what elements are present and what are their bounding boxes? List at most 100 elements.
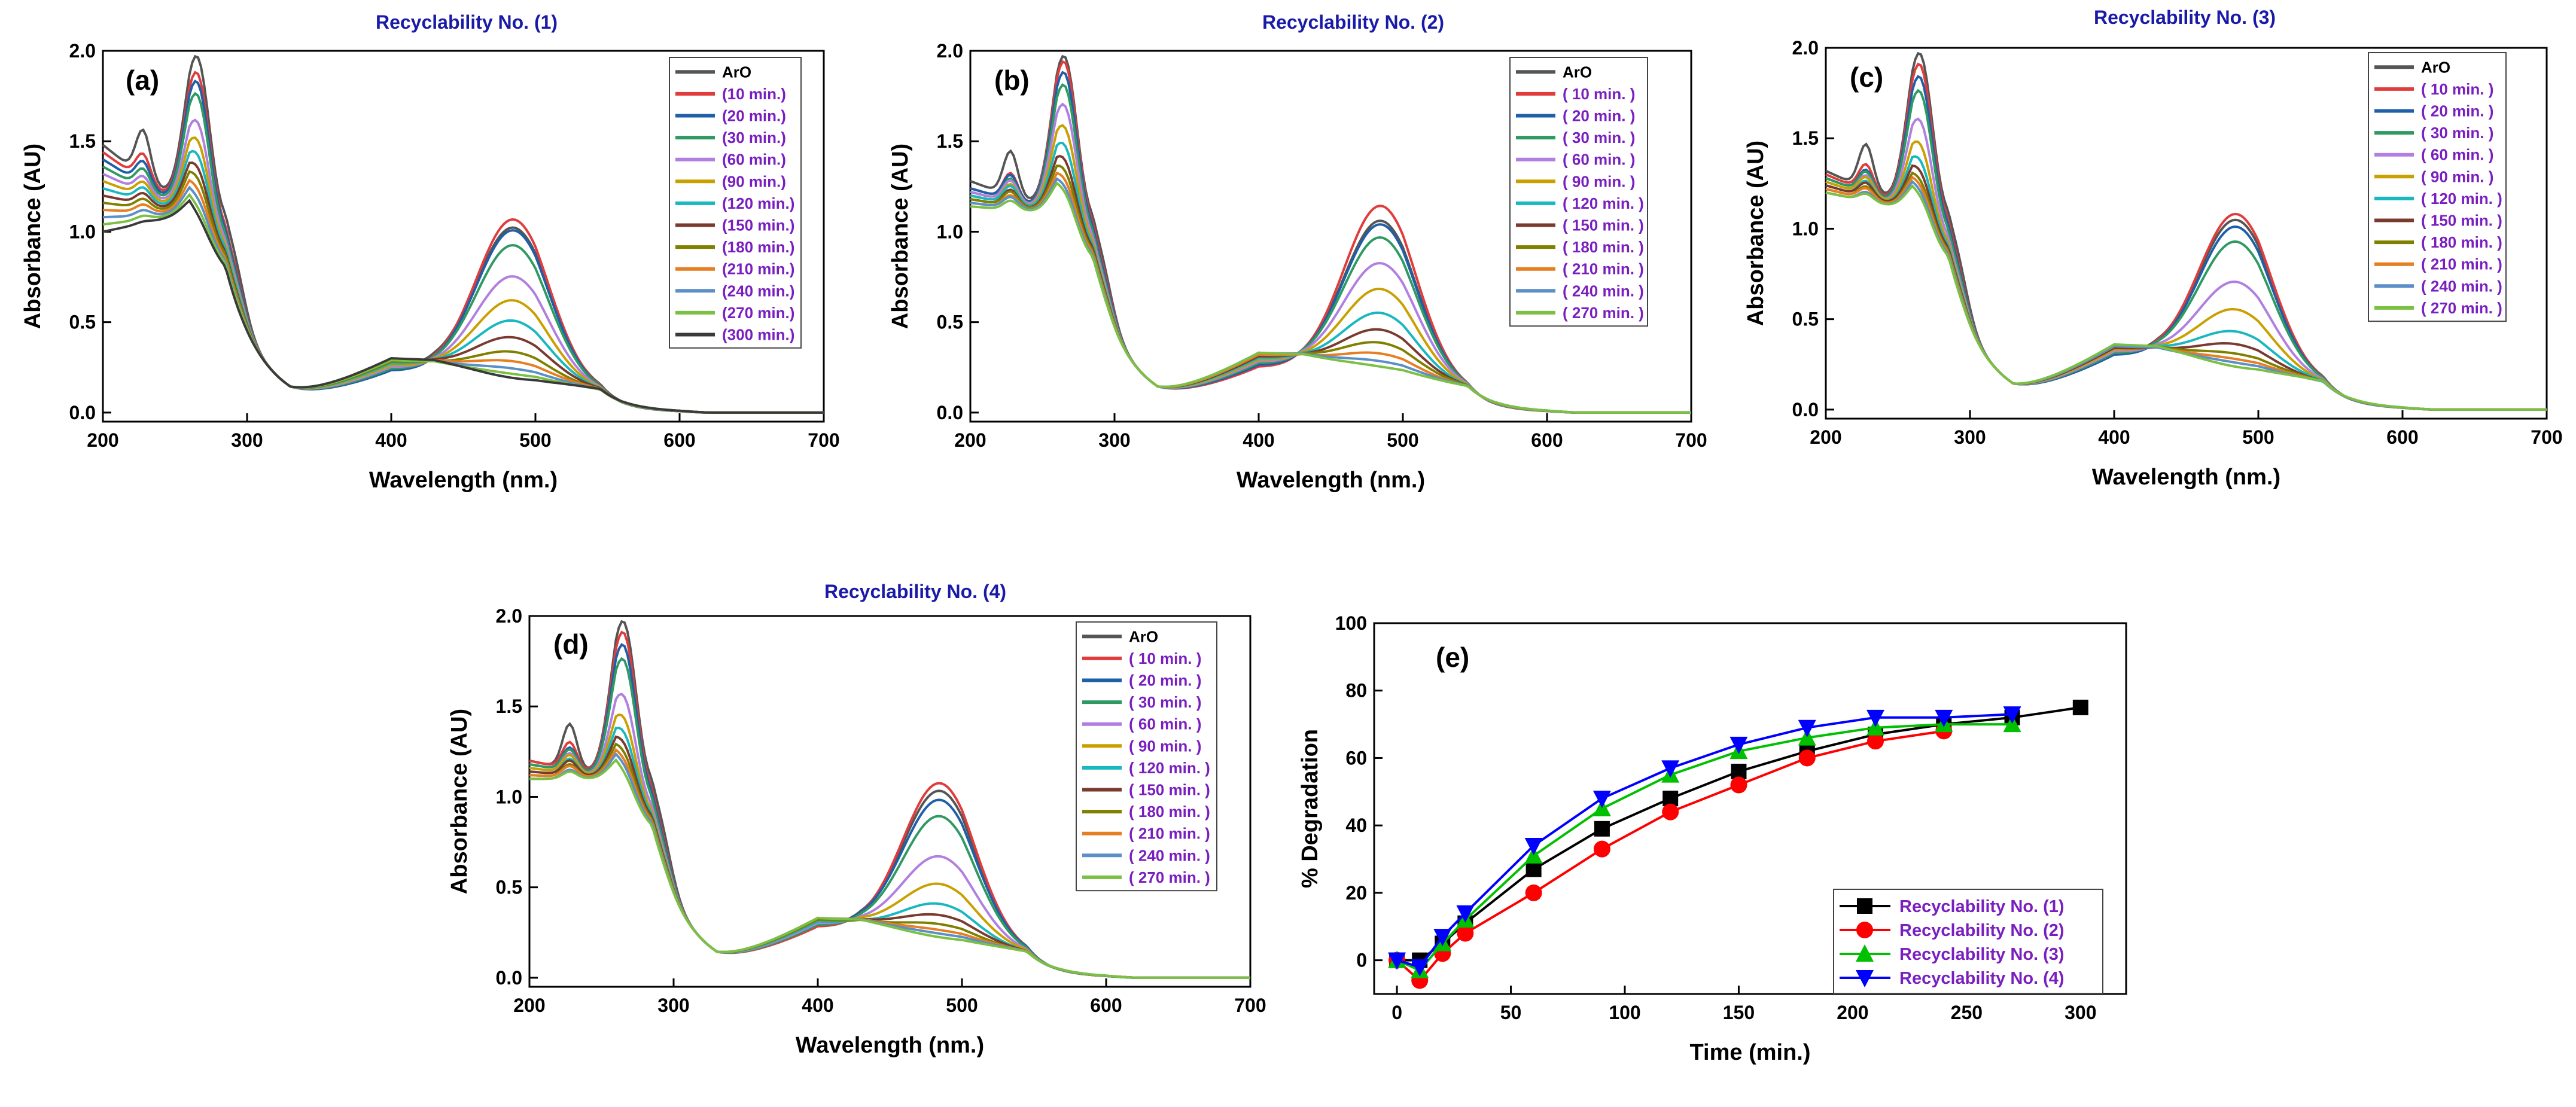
legend: ArO (10 min.) (20 min.) (30 min.) (60 min.) (… xyxy=(669,57,802,349)
y-tick-label: 20 xyxy=(1345,882,1367,904)
legend-label: (60 min.) xyxy=(722,151,786,169)
legend-box xyxy=(2368,52,2507,322)
plot-frame xyxy=(1373,622,2127,995)
y-tick-label: 0.5 xyxy=(496,877,522,898)
legend-label: ( 10 min. ) xyxy=(1129,649,1201,667)
panel-label: (a) xyxy=(126,65,159,96)
legend-label: ( 120 min. ) xyxy=(1129,759,1210,777)
legend-label: ( 180 min. ) xyxy=(1129,803,1210,821)
legend-label: ( 210 min. ) xyxy=(2421,255,2502,273)
y-tick-label: 0.0 xyxy=(1792,399,1819,420)
x-tick-label: 300 xyxy=(231,429,263,451)
legend: Recyclability No. (1) Recyclability No. (… xyxy=(1833,889,2103,994)
y-tick-label: 0 xyxy=(1356,950,1367,971)
y-tick-label: 0.5 xyxy=(937,312,963,333)
legend-label: ( 120 min. ) xyxy=(2421,190,2502,208)
legend-label: (20 min.) xyxy=(722,107,786,125)
data-point xyxy=(1524,838,1543,855)
legend-label: ( 150 min. ) xyxy=(1129,781,1210,799)
y-tick-label: 1.5 xyxy=(937,130,963,152)
legend-label: ( 10 min. ) xyxy=(2421,80,2493,98)
series-line xyxy=(970,181,1691,414)
panel-label: (c) xyxy=(1850,62,1883,93)
legend-label: ( 30 min. ) xyxy=(1129,693,1201,711)
y-tick-label: 1.0 xyxy=(937,221,963,242)
legend: ArO ( 10 min. ) ( 20 min. ) ( 30 min. ) ( 60… xyxy=(1509,57,1648,327)
y-tick-label: 2.0 xyxy=(496,605,522,627)
chart-panel-2: 200 300 400 500 600 700 0.0 0.5 1.0 1.5 2.0 Wavelen… xyxy=(888,11,1707,493)
legend-label: ( 240 min. ) xyxy=(1563,282,1644,300)
y-tick-label: 40 xyxy=(1345,815,1367,836)
y-tick-label: 2.0 xyxy=(937,40,963,62)
y-tick-label: 2.0 xyxy=(1792,37,1819,59)
x-axis-label: Wavelength (nm.) xyxy=(2092,465,2280,490)
legend-label: (240 min.) xyxy=(722,282,794,300)
legend-label: ArO xyxy=(1129,627,1158,645)
chart-panel-1: 200 300 400 500 600 700 0.0 0.5 1.0 1.5 2.0 Wavelen… xyxy=(20,11,840,493)
x-tick-label: 150 xyxy=(1723,1002,1755,1023)
legend-label: ( 210 min. ) xyxy=(1129,825,1210,843)
legend-label: ( 240 min. ) xyxy=(1129,846,1210,864)
legend-label: ( 150 min. ) xyxy=(1563,216,1644,234)
x-tick-label: 600 xyxy=(1531,429,1563,451)
x-tick-label: 250 xyxy=(1951,1002,1983,1023)
legend-label: ( 10 min. ) xyxy=(1563,85,1635,103)
data-point xyxy=(1730,776,1747,794)
legend-label: ( 60 min. ) xyxy=(1563,151,1635,169)
data-point xyxy=(1388,952,1406,970)
y-tick-label: 60 xyxy=(1345,747,1367,769)
chart-title: Recyclability No. (3) xyxy=(2094,7,2276,28)
legend: ArO ( 10 min. ) ( 20 min. ) ( 30 min. ) ( 60… xyxy=(1076,621,1217,892)
x-tick-label: 200 xyxy=(954,429,986,451)
x-tick-label: 200 xyxy=(1837,1002,1868,1023)
legend-label: ( 20 min. ) xyxy=(1563,107,1635,125)
legend-label: ( 30 min. ) xyxy=(1563,129,1635,147)
legend-label: (210 min.) xyxy=(722,260,794,278)
plot-frame xyxy=(102,50,825,423)
panel-label: (b) xyxy=(994,65,1030,96)
legend-label: ( 270 min. ) xyxy=(1129,868,1210,886)
y-tick-label: 0.0 xyxy=(496,967,522,989)
legend-box xyxy=(1509,57,1648,327)
legend-label: (120 min.) xyxy=(722,194,794,212)
legend-label: Recyclability No. (2) xyxy=(1899,921,2065,940)
legend-label: ( 180 min. ) xyxy=(1563,238,1644,256)
chart-title: Recyclability No. (2) xyxy=(1262,11,1444,33)
y-tick-label: 1.0 xyxy=(496,786,522,807)
data-point xyxy=(1411,959,1429,977)
data-point xyxy=(1856,970,1874,987)
chart-title: Recyclability No. (4) xyxy=(824,581,1006,602)
x-tick-label: 500 xyxy=(2242,426,2274,448)
legend-box xyxy=(1076,621,1217,892)
x-tick-label: 700 xyxy=(2531,426,2562,448)
x-tick-label: 500 xyxy=(946,995,978,1016)
legend-label: ( 90 min. ) xyxy=(2421,167,2493,185)
legend-label: (30 min.) xyxy=(722,129,786,147)
x-axis-label: Time (min.) xyxy=(1690,1040,1811,1065)
chart-panel-4: 200 300 400 500 600 700 0.0 0.5 1.0 1.5 2.0 Wavelen… xyxy=(447,581,1266,1058)
y-axis-label: Absorbance (AU) xyxy=(20,144,45,329)
legend-label: ( 20 min. ) xyxy=(1129,672,1201,690)
data-point xyxy=(1661,760,1680,778)
x-tick-label: 600 xyxy=(1090,995,1122,1016)
y-tick-label: 80 xyxy=(1345,680,1367,702)
x-tick-label: 700 xyxy=(1234,995,1266,1016)
legend-label: (300 min.) xyxy=(722,326,794,344)
series-line xyxy=(1825,184,2547,411)
y-tick-label: 1.0 xyxy=(69,221,96,242)
x-tick-label: 300 xyxy=(1954,426,1986,448)
plot-frame xyxy=(528,615,1252,988)
data-point xyxy=(1525,861,1542,877)
y-tick-label: 1.5 xyxy=(69,130,96,152)
legend-label: ( 270 min. ) xyxy=(1563,304,1644,322)
legend-label: ( 30 min. ) xyxy=(2421,124,2493,142)
y-axis-label: Absorbance (AU) xyxy=(1743,141,1768,326)
x-tick-label: 300 xyxy=(1098,429,1130,451)
legend-label: ArO xyxy=(722,63,751,81)
x-axis-label: Wavelength (nm.) xyxy=(369,468,558,493)
y-tick-label: 0.5 xyxy=(69,312,96,333)
y-tick-label: 1.5 xyxy=(496,696,522,717)
data-point xyxy=(1433,929,1452,947)
legend-label: (10 min.) xyxy=(722,85,786,103)
